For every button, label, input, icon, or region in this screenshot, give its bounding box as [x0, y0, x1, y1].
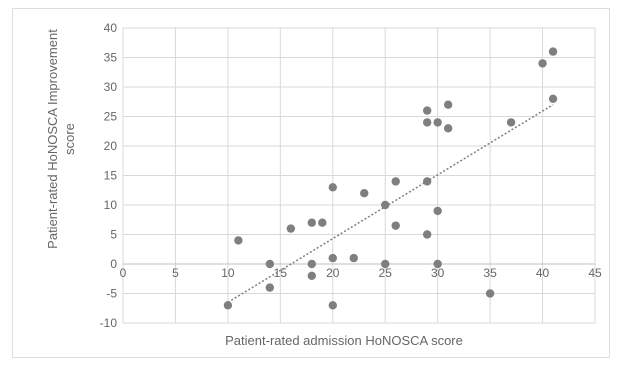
data-point	[265, 259, 275, 269]
data-point	[328, 301, 337, 310]
data-point	[422, 230, 432, 239]
trendline	[227, 104, 554, 303]
y-tick-label: -10	[100, 316, 118, 330]
x-axis-title: Patient-rated admission HoNOSCA score	[225, 333, 463, 348]
y-axis-title: Patient-rated HoNOSCA Improvement score	[45, 29, 77, 249]
data-point	[506, 118, 516, 127]
y-axis-ticks: -10 -5 0 5 10 15 20 25 30 35 40	[100, 21, 118, 330]
data-point	[443, 124, 453, 133]
x-tick-label: 20	[326, 266, 340, 280]
y-tick-label: 15	[104, 169, 118, 183]
x-tick-label: 0	[120, 266, 127, 280]
data-point	[307, 271, 316, 280]
data-point	[328, 253, 337, 263]
data-point	[433, 206, 442, 216]
y-tick-label: 0	[110, 257, 117, 271]
x-tick-label: 10	[221, 266, 235, 280]
data-point	[422, 177, 432, 186]
data-point	[360, 189, 369, 198]
y-tick-label: -5	[106, 287, 117, 301]
x-tick-label: 30	[431, 266, 445, 280]
data-points	[223, 47, 558, 310]
data-point	[422, 106, 432, 115]
grid-lines	[122, 27, 596, 324]
y-tick-label: 25	[104, 110, 118, 124]
data-point	[349, 253, 358, 263]
data-point	[234, 236, 243, 245]
data-point	[433, 118, 442, 127]
data-point	[548, 94, 558, 104]
y-tick-label: 30	[104, 80, 118, 94]
x-tick-label: 40	[536, 266, 550, 280]
x-tick-label: 25	[379, 266, 393, 280]
data-point	[391, 221, 400, 230]
y-tick-label: 40	[104, 21, 118, 35]
y-axis-title-line-1: Patient-rated HoNOSCA Improvement	[45, 29, 60, 249]
data-point	[223, 301, 233, 310]
data-point	[422, 118, 432, 127]
data-point	[307, 218, 316, 227]
data-point	[307, 259, 316, 269]
data-point	[538, 59, 547, 68]
data-point	[443, 100, 453, 109]
data-point	[381, 200, 390, 210]
x-tick-label: 15	[274, 266, 288, 280]
x-tick-label: 45	[588, 266, 602, 280]
chart-area: 0 5 10 15 20 25 30 35 40 45 -10 -5 0 5 10 15 20 25 30 35 40…	[12, 8, 610, 358]
data-point	[318, 218, 327, 227]
y-tick-label: 35	[104, 51, 118, 65]
x-axis-ticks: 0 5 10 15 20 25 30 35 40 45	[120, 266, 602, 280]
data-point	[391, 177, 400, 186]
y-tick-label: 10	[104, 198, 118, 212]
x-tick-label: 35	[483, 266, 497, 280]
data-point	[548, 47, 558, 56]
data-point	[265, 283, 275, 292]
scatter-chart: 0 5 10 15 20 25 30 35 40 45 -10-50510152025303540…	[45, 21, 602, 348]
data-point	[328, 183, 337, 192]
data-point	[381, 259, 390, 269]
x-tick-label: 5	[172, 266, 179, 280]
y-axis-title-line-2: score	[62, 123, 77, 155]
data-point	[485, 289, 495, 298]
data-point	[286, 224, 296, 233]
y-tick-label: 20	[104, 139, 118, 153]
trendline-group	[227, 104, 554, 303]
data-point	[433, 259, 442, 269]
y-tick-label: 5	[110, 228, 117, 242]
